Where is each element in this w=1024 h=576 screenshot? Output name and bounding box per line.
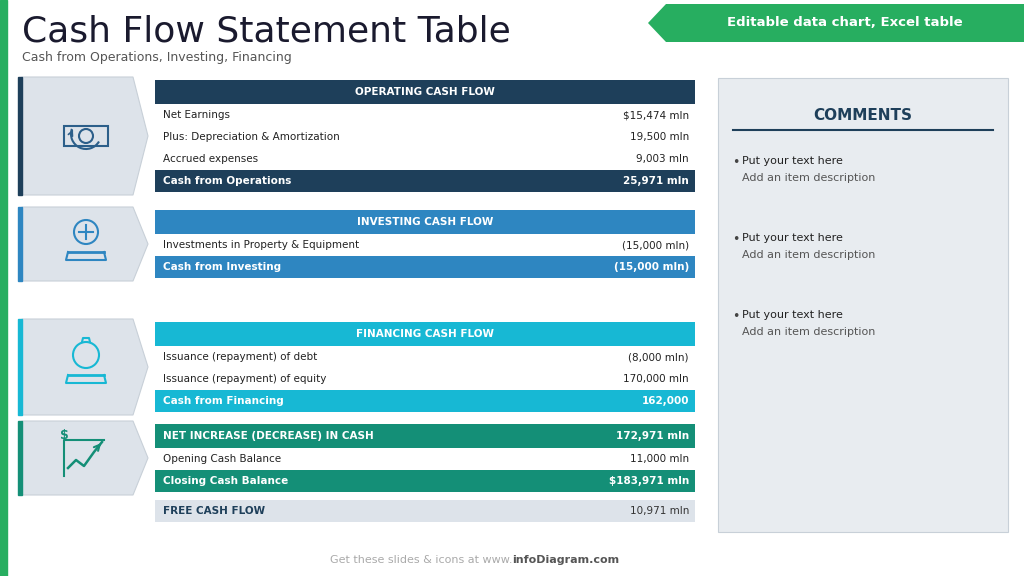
Bar [155,148,695,170]
Text: Put your text here: Put your text here [742,233,843,243]
Text: 9,003 mln: 9,003 mln [636,154,689,164]
Bar [0,0,7,576]
Text: Add an item description: Add an item description [742,173,876,183]
Bar [155,234,695,256]
Polygon shape [22,319,148,415]
Text: Cash from Operations, Investing, Financing: Cash from Operations, Investing, Financi… [22,51,292,65]
Text: Add an item description: Add an item description [742,250,876,260]
Text: FINANCING CASH FLOW: FINANCING CASH FLOW [356,329,494,339]
Text: Cash from Investing: Cash from Investing [163,262,282,272]
Bar [18,207,22,281]
Text: Add an item description: Add an item description [742,327,876,337]
Text: Cash from Financing: Cash from Financing [163,396,284,406]
Text: OPERATING CASH FLOW: OPERATING CASH FLOW [355,87,495,97]
Text: Get these slides & icons at www.: Get these slides & icons at www. [330,555,512,565]
Bar [155,104,695,126]
Bar [155,322,695,346]
Text: infoDiagram.com: infoDiagram.com [512,555,620,565]
Text: INVESTING CASH FLOW: INVESTING CASH FLOW [356,217,494,227]
Text: NET INCREASE (DECREASE) IN CASH: NET INCREASE (DECREASE) IN CASH [163,431,374,441]
Text: Investments in Property & Equipment: Investments in Property & Equipment [163,240,359,250]
Text: Plus: Depreciation & Amortization: Plus: Depreciation & Amortization [163,132,340,142]
Text: 19,500 mln: 19,500 mln [630,132,689,142]
Polygon shape [22,207,148,281]
Text: 170,000 mln: 170,000 mln [624,374,689,384]
Polygon shape [22,421,148,495]
Text: Cash Flow Statement Table: Cash Flow Statement Table [22,15,511,49]
Text: 11,000 mln: 11,000 mln [630,454,689,464]
Text: $: $ [59,430,69,442]
Bar [155,448,695,470]
Text: 162,000: 162,000 [641,396,689,406]
Text: Put your text here: Put your text here [742,310,843,320]
Text: Put your text here: Put your text here [742,156,843,166]
Text: (15,000 mln): (15,000 mln) [622,240,689,250]
Bar [18,319,22,415]
Bar [155,500,695,522]
Text: Net Earnings: Net Earnings [163,110,230,120]
Bar [155,390,695,412]
Text: 10,971 mln: 10,971 mln [630,506,689,516]
Bar [155,126,695,148]
Text: Opening Cash Balance: Opening Cash Balance [163,454,282,464]
Bar [155,256,695,278]
Text: Editable data chart, Excel table: Editable data chart, Excel table [727,17,963,29]
Text: •: • [732,310,739,323]
Bar [18,77,22,195]
Text: Closing Cash Balance: Closing Cash Balance [163,476,288,486]
Polygon shape [648,4,1024,42]
Bar [155,80,695,104]
Text: 25,971 mln: 25,971 mln [624,176,689,186]
Text: •: • [732,156,739,169]
Text: Accrued expenses: Accrued expenses [163,154,258,164]
Bar [18,421,22,495]
Bar [155,424,695,448]
Bar [155,346,695,368]
Text: 172,971 mln: 172,971 mln [615,431,689,441]
Text: (15,000 mln): (15,000 mln) [613,262,689,272]
Text: $183,971 mln: $183,971 mln [608,476,689,486]
Text: •: • [732,233,739,246]
Bar [155,470,695,492]
Text: FREE CASH FLOW: FREE CASH FLOW [163,506,265,516]
Text: (8,000 mln): (8,000 mln) [629,352,689,362]
Bar [155,170,695,192]
Text: $15,474 mln: $15,474 mln [623,110,689,120]
Bar [63,126,108,146]
Text: Issuance (repayment) of equity: Issuance (repayment) of equity [163,374,327,384]
Text: COMMENTS: COMMENTS [813,108,912,123]
Bar [155,368,695,390]
Polygon shape [22,77,148,195]
Bar [718,78,1008,532]
Bar [155,210,695,234]
Text: Issuance (repayment) of debt: Issuance (repayment) of debt [163,352,317,362]
Text: Cash from Operations: Cash from Operations [163,176,292,186]
